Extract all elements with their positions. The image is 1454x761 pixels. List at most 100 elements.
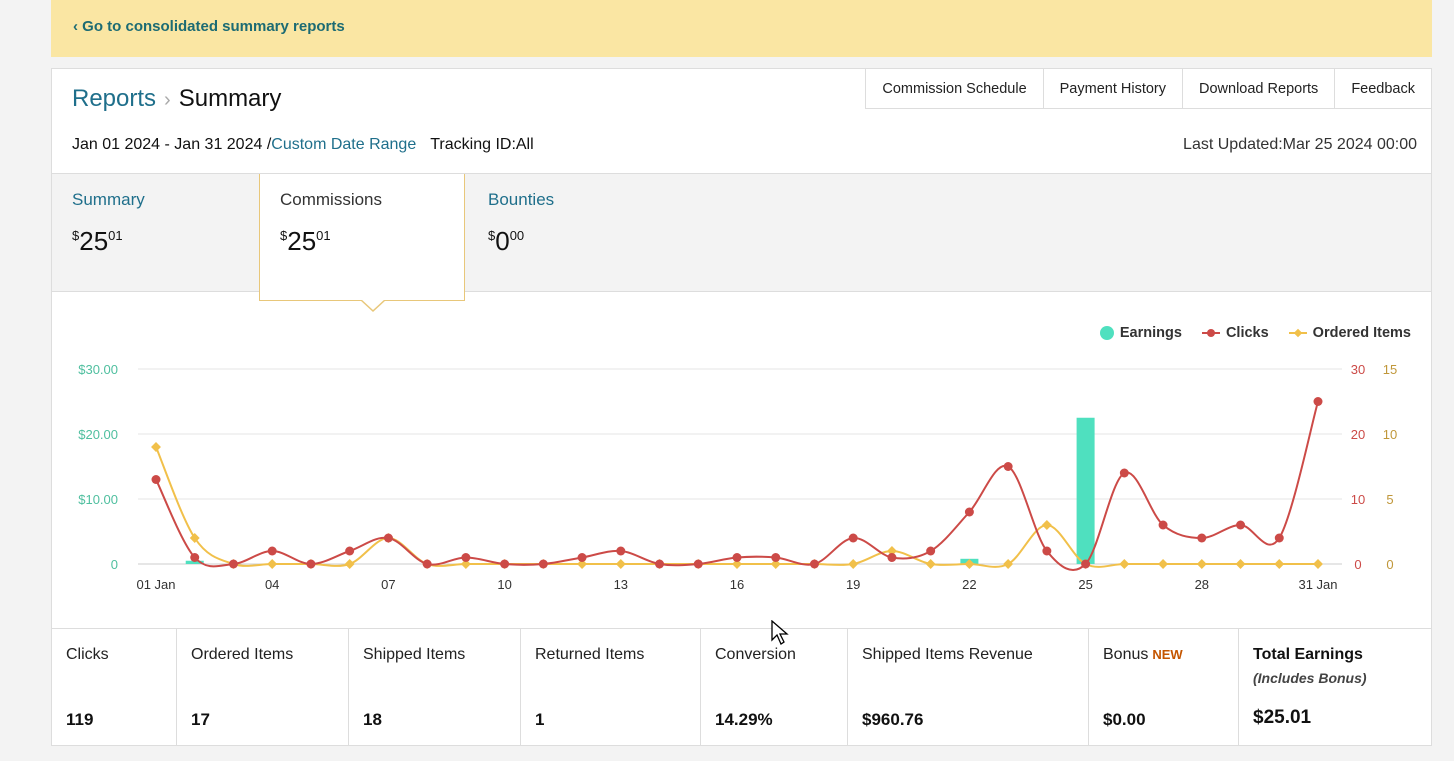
clicks-point (577, 553, 587, 562)
clicks-point (267, 546, 277, 556)
ordered-items-point (1235, 559, 1246, 569)
y-ordered-tick: 5 (1386, 492, 1393, 507)
clicks-point (1274, 533, 1284, 543)
clicks-point (964, 507, 974, 517)
consolidated-banner: ‹ Go to consolidated summary reports (51, 0, 1432, 57)
clicks-point (1003, 462, 1013, 471)
chart-legend: Earnings Clicks Ordered Items (1099, 325, 1411, 341)
stat-bonus: Bonus NEW $0.00 (1089, 629, 1239, 746)
custom-date-range-link[interactable]: Custom Date Range (271, 136, 417, 153)
clicks-point (1158, 520, 1168, 530)
bounties-amount: $000 (488, 226, 525, 256)
ordered-items-point (1041, 520, 1052, 530)
clicks-point (383, 533, 393, 543)
summary-tab-bounties[interactable]: Bounties $000 (468, 174, 674, 291)
clicks-point (1042, 546, 1052, 556)
earnings-bar (1076, 417, 1095, 564)
y-clicks-tick: 20 (1351, 427, 1365, 442)
clicks-point (461, 553, 471, 562)
x-tick: 22 (962, 577, 976, 592)
ordered-items-point (1313, 559, 1323, 569)
legend-earnings[interactable]: Earnings (1099, 325, 1182, 341)
ordered-items-point (1119, 559, 1130, 569)
tab-download-reports[interactable]: Download Reports (1183, 68, 1336, 109)
y-clicks-tick: 10 (1351, 492, 1365, 507)
y-ordered-tick: 0 (1386, 557, 1393, 572)
stat-shipped-revenue: Shipped Items Revenue $960.76 (848, 629, 1089, 746)
clicks-point (228, 559, 238, 569)
breadcrumb-reports-link[interactable]: Reports (72, 85, 157, 112)
summary-tab-summary[interactable]: Summary $2501 (52, 174, 258, 291)
clicks-point (151, 475, 161, 484)
tab-payment-history[interactable]: Payment History (1043, 68, 1184, 109)
clicks-point (887, 553, 897, 562)
ordered-items-point (1196, 559, 1207, 569)
ordered-items-point (732, 559, 742, 569)
date-range-text: Jan 01 2024 - Jan 31 2024 / (72, 136, 272, 153)
y-ordered-tick: 10 (1383, 427, 1397, 442)
clicks-point (1081, 559, 1091, 569)
clicks-point (1197, 533, 1207, 543)
y-ordered-tick: 15 (1383, 362, 1397, 377)
page-title: Summary (178, 85, 282, 112)
stat-ordered-items: Ordered Items 17 (177, 629, 349, 746)
clicks-point (345, 546, 355, 556)
x-tick: 10 (497, 577, 511, 592)
legend-ordered-items[interactable]: Ordered Items (1288, 325, 1411, 341)
y-left-tick: $20.00 (78, 427, 118, 442)
consolidated-reports-link[interactable]: ‹ Go to consolidated summary reports (73, 18, 345, 35)
ordered-items-point (848, 559, 859, 569)
clicks-point (190, 553, 200, 562)
stat-total-earnings: Total Earnings (Includes Bonus) $25.01 (1253, 646, 1367, 728)
clicks-point (771, 553, 781, 562)
stat-conversion: Conversion 14.29% (701, 629, 848, 746)
ordered-items-point (964, 559, 975, 569)
clicks-point (693, 559, 703, 569)
ordered-items-point (925, 559, 936, 569)
earnings-dot-icon (1099, 326, 1114, 340)
ordered-items-point (886, 546, 897, 556)
summary-tabs: Summary $2501 Commissions $2501 Bounties… (52, 173, 1431, 312)
top-tabs: Commission Schedule Payment History Down… (865, 68, 1432, 109)
y-clicks-tick: 0 (1354, 557, 1361, 572)
last-updated: Last Updated:Mar 25 2024 00:00 (1183, 136, 1417, 153)
tab-commission-schedule[interactable]: Commission Schedule (865, 68, 1044, 109)
ordered-items-point (151, 442, 161, 452)
clicks-point (1236, 520, 1246, 530)
x-tick: 28 (1195, 577, 1209, 592)
breadcrumb: Reports › Summary (72, 85, 281, 113)
ordered-items-point (1274, 559, 1285, 569)
ordered-items-point (1003, 559, 1014, 569)
y-left-tick: $10.00 (78, 492, 118, 507)
x-tick: 07 (381, 577, 395, 592)
stats-row: Clicks 119 Ordered Items 17 Shipped Items 1… (52, 628, 1431, 746)
clicks-point (655, 559, 665, 569)
clicks-point (1119, 468, 1129, 478)
clicks-point (306, 559, 316, 569)
clicks-point (616, 546, 626, 556)
x-tick: 31 Jan (1298, 577, 1337, 592)
clicks-point (1313, 397, 1323, 406)
tracking-id[interactable]: Tracking ID:All (430, 136, 534, 153)
x-tick: 19 (846, 577, 860, 592)
ordered-items-point (460, 559, 471, 569)
date-row: Jan 01 2024 - Jan 31 2024 /Custom Date R… (72, 136, 534, 154)
clicks-point (926, 546, 936, 556)
breadcrumb-chevron-icon: › (164, 89, 171, 111)
ordered-items-point (189, 533, 200, 543)
commissions-amount: $2501 (280, 226, 331, 256)
x-tick: 16 (730, 577, 744, 592)
x-tick: 25 (1078, 577, 1092, 592)
summary-tab-commissions[interactable]: Commissions $2501 (259, 174, 465, 312)
ordered-items-point (1158, 559, 1169, 569)
earnings-bar (185, 560, 204, 564)
ordered-items-line (155, 446, 1318, 568)
clicks-point (809, 559, 819, 569)
tab-feedback[interactable]: Feedback (1335, 68, 1432, 109)
legend-clicks[interactable]: Clicks (1201, 325, 1269, 341)
new-badge: NEW (1152, 647, 1183, 662)
clicks-line-icon (1201, 329, 1220, 337)
y-left-tick: $30.00 (78, 362, 118, 377)
active-tab-pointer (360, 299, 386, 312)
earnings-chart: 0 0 0 $10.00 10 5 $20.00 20 10 $30.00 30 15 01 Jan 04… (78, 362, 1397, 592)
